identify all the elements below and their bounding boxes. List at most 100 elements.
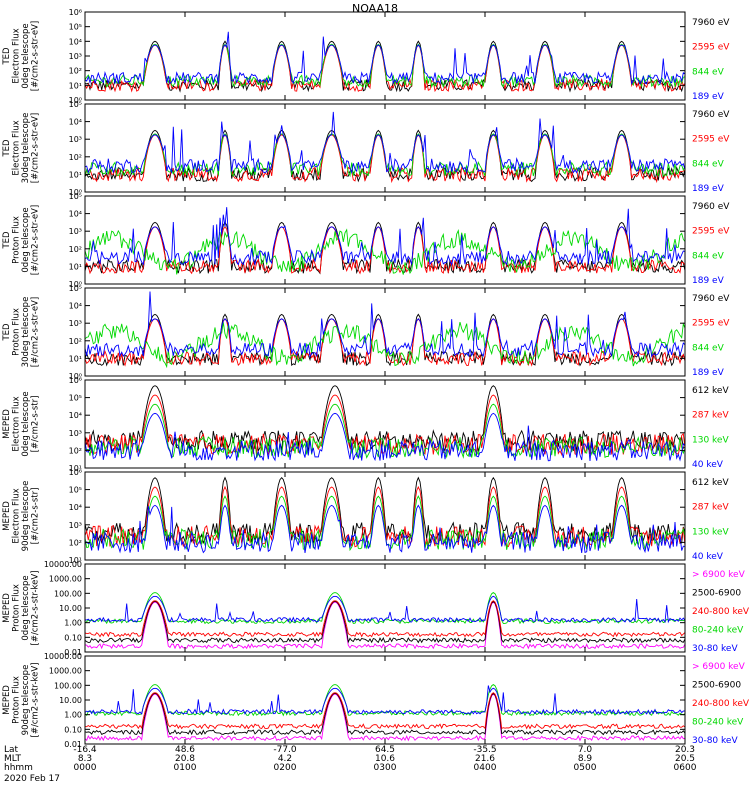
x-tick-lat: 48.6 bbox=[175, 745, 195, 755]
panel-meped-electron-0deg-series-0 bbox=[84, 385, 686, 453]
panel-meped-proton-0deg-legend-entry: > 6900 keV bbox=[692, 570, 746, 580]
panel-ted-electron-0deg-ytick-label: 10⁴ bbox=[69, 37, 82, 46]
panel-meped-electron-90deg-series-1 bbox=[84, 485, 686, 549]
panel-meped-proton-90deg-ylabel-line: 90deg telescope bbox=[21, 665, 31, 736]
panel-ted-proton-0deg-ytick-label: 10¹ bbox=[69, 262, 82, 271]
panel-meped-electron-90deg-ytick-label: 10⁶ bbox=[69, 468, 82, 477]
panel-ted-electron-0deg-ylabel-line: TED bbox=[2, 47, 12, 66]
panel-ted-electron-30deg: 10⁰ 10¹ 10² 10³ 10⁴ 10⁵ TEDElectron Flux30deg … bbox=[2, 100, 730, 197]
panel-ted-proton-30deg-ytick-label: 10⁵ bbox=[69, 284, 82, 293]
panel-meped-electron-90deg-ytick-label: 10⁵ bbox=[69, 486, 82, 495]
panel-ted-proton-30deg-series-3 bbox=[84, 291, 686, 359]
panel-ted-electron-0deg-legend-entry: 7960 eV bbox=[692, 18, 730, 28]
panel-meped-electron-0deg-ytick-label: 10² bbox=[69, 446, 82, 455]
panel-meped-proton-90deg-ytick-label: 0.10 bbox=[64, 725, 82, 734]
panel-ted-proton-0deg-series-2 bbox=[84, 228, 686, 275]
panel-ted-proton-0deg-frame bbox=[84, 195, 686, 285]
panel-meped-proton-90deg-series-4 bbox=[84, 685, 686, 715]
panel-ted-electron-30deg-ytick-label: 10⁴ bbox=[69, 118, 82, 127]
panel-ted-proton-0deg-ylabel-line: [#/cm2-s-str-eV] bbox=[31, 205, 41, 275]
panel-ted-electron-30deg-ytick-label: 10³ bbox=[69, 135, 82, 144]
panel-ted-proton-30deg-legend-entry: 844 eV bbox=[692, 343, 725, 353]
panel-meped-proton-0deg-series-4 bbox=[84, 595, 686, 624]
x-tick-hhmm: 0100 bbox=[174, 763, 197, 773]
panel-meped-proton-90deg-ytick-label: 10000.00 bbox=[44, 652, 82, 661]
panel-ted-proton-30deg-ytick-label: 10² bbox=[69, 337, 82, 346]
panel-meped-electron-90deg-ytick-label: 10³ bbox=[69, 521, 82, 530]
panel-ted-proton-0deg-series-3 bbox=[84, 207, 686, 266]
panel-meped-proton-90deg-legend-entry: 2500-6900 bbox=[692, 681, 741, 691]
panel-ted-electron-0deg-ylabel-line: 0deg telescope bbox=[21, 23, 31, 88]
panel-meped-proton-90deg-legend-entry: 80-240 keV bbox=[692, 718, 744, 728]
panel-ted-electron-0deg: 10⁰ 10¹ 10² 10³ 10⁴ 10⁵ 10⁶ TEDElectron Flux0de… bbox=[2, 8, 730, 105]
panel-ted-electron-30deg-ytick-label: 10⁵ bbox=[69, 100, 82, 109]
panel-meped-proton-0deg-ylabel-line: Proton Flux bbox=[12, 584, 22, 632]
panel-ted-electron-0deg-legend-entry: 844 eV bbox=[692, 67, 725, 77]
panel-ted-electron-30deg-legend-entry: 2595 eV bbox=[692, 135, 730, 145]
x-tick-hhmm: 0200 bbox=[274, 763, 297, 773]
panel-ted-proton-30deg-ytick-label: 10³ bbox=[69, 319, 82, 328]
panel-ted-electron-30deg-ytick-label: 10² bbox=[69, 153, 82, 162]
panel-ted-proton-0deg-ytick-label: 10³ bbox=[69, 227, 82, 236]
panel-meped-proton-90deg-series-0 bbox=[84, 693, 686, 742]
panel-ted-electron-0deg-ylabel-line: [#/cm2-s-str-eV] bbox=[31, 21, 41, 91]
panel-meped-proton-0deg-ytick-label: 1000.00 bbox=[49, 575, 82, 584]
panel-ted-proton-30deg-ytick-label: 10⁰ bbox=[69, 372, 82, 381]
panel-meped-electron-90deg-series-0 bbox=[84, 476, 686, 546]
panel-ted-proton-0deg-ytick-label: 10⁴ bbox=[69, 210, 82, 219]
panel-meped-proton-90deg-ytick-label: 1.00 bbox=[64, 711, 82, 720]
panel-meped-proton-0deg-ytick-label: 10000.00 bbox=[44, 560, 82, 569]
panel-meped-proton-90deg-ytick-label: 10.00 bbox=[59, 696, 82, 705]
panel-meped-electron-0deg-ytick-label: 10⁴ bbox=[69, 411, 82, 420]
x-tick-lat: -35.5 bbox=[473, 745, 496, 755]
panel-meped-electron-0deg-series-3 bbox=[84, 412, 686, 462]
panel-ted-electron-30deg-legend-entry: 7960 eV bbox=[692, 110, 730, 120]
panel-meped-electron-90deg-ylabel: MEPEDElectron Flux90deg telescope[#/cm2-… bbox=[2, 481, 41, 552]
panel-meped-electron-0deg-ylabel-line: [#/cm2-s-str] bbox=[31, 396, 41, 453]
panel-ted-electron-30deg-ylabel-line: 30deg telescope bbox=[21, 113, 31, 184]
panel-ted-proton-30deg-ylabel-line: 30deg telescope bbox=[21, 297, 31, 368]
panel-meped-proton-90deg-legend-entry: 30-80 keV bbox=[692, 736, 738, 746]
panel-ted-proton-0deg-ytick-label: 10⁵ bbox=[69, 192, 82, 201]
panel-meped-proton-0deg-legend-entry: 2500-6900 bbox=[692, 589, 741, 599]
panel-ted-electron-0deg-series-3 bbox=[84, 31, 686, 86]
panel-ted-proton-30deg-ytick-label: 10¹ bbox=[69, 354, 82, 363]
x-axis-row-label: hhmm bbox=[4, 763, 33, 773]
panel-meped-proton-0deg-legend-entry: 80-240 keV bbox=[692, 626, 744, 636]
x-tick-mlt: 20.8 bbox=[175, 754, 195, 764]
date-label: 2020 Feb 17 bbox=[4, 774, 60, 784]
panel-meped-electron-90deg-ytick-label: 10⁴ bbox=[69, 503, 82, 512]
panel-meped-proton-90deg-ylabel-line: MEPED bbox=[2, 685, 12, 715]
panel-ted-proton-0deg-series-1 bbox=[84, 225, 686, 275]
panel-ted-electron-30deg-ylabel-line: [#/cm2-s-str-eV] bbox=[31, 113, 41, 183]
x-tick-lat: 20.3 bbox=[675, 745, 695, 755]
panel-ted-proton-30deg-legend-entry: 189 eV bbox=[692, 368, 725, 378]
panel-ted-proton-0deg-ylabel-line: TED bbox=[2, 231, 12, 250]
panel-meped-proton-90deg-series-1 bbox=[84, 692, 686, 736]
panel-ted-electron-30deg-legend-entry: 189 eV bbox=[692, 184, 725, 194]
panel-meped-electron-90deg-legend-entry: 287 keV bbox=[692, 503, 729, 513]
panel-ted-proton-0deg-legend-entry: 189 eV bbox=[692, 276, 725, 286]
panel-meped-electron-0deg: 10¹ 10² 10³ 10⁴ 10⁵ 10⁶ MEPEDElectron Flux0deg… bbox=[2, 376, 729, 473]
panel-meped-proton-0deg-ytick-label: 0.10 bbox=[64, 633, 82, 642]
panel-meped-proton-0deg-frame bbox=[84, 563, 686, 653]
x-tick-lat: -77.0 bbox=[273, 745, 297, 755]
panel-meped-electron-0deg-ytick-label: 10⁵ bbox=[69, 394, 82, 403]
panel-ted-electron-0deg-ytick-label: 10⁰ bbox=[69, 96, 82, 105]
panel-ted-proton-30deg: 10⁰ 10¹ 10² 10³ 10⁴ 10⁵ TEDProton Flux30deg te… bbox=[2, 284, 730, 381]
panel-meped-proton-0deg-legend-entry: 240-800 keV bbox=[692, 607, 750, 617]
panel-ted-proton-0deg: 10⁰ 10¹ 10² 10³ 10⁴ 10⁵ TEDProton Flux0deg tel… bbox=[2, 192, 730, 289]
x-tick-hhmm: 0600 bbox=[674, 763, 697, 773]
panel-meped-proton-0deg-ylabel-line: [#/cm2-s-str-keV] bbox=[31, 571, 41, 646]
panel-meped-proton-90deg-ytick-label: 100.00 bbox=[54, 681, 82, 690]
panel-meped-electron-0deg-series-2 bbox=[84, 403, 686, 459]
panel-ted-proton-30deg-legend-entry: 7960 eV bbox=[692, 294, 730, 304]
panel-meped-electron-90deg-legend-entry: 130 keV bbox=[692, 527, 729, 537]
panel-ted-electron-30deg-ylabel: TEDElectron Flux30deg telescope[#/cm2-s-… bbox=[2, 113, 41, 184]
panel-meped-electron-0deg-ylabel-line: Electron Flux bbox=[12, 396, 22, 451]
x-tick-hhmm: 0000 bbox=[74, 763, 97, 773]
panel-ted-proton-30deg-ytick-label: 10⁴ bbox=[69, 302, 82, 311]
panel-ted-electron-0deg-legend-entry: 189 eV bbox=[692, 92, 725, 102]
panel-meped-proton-0deg-series-2 bbox=[84, 600, 686, 638]
x-tick-mlt: 20.5 bbox=[675, 754, 695, 764]
